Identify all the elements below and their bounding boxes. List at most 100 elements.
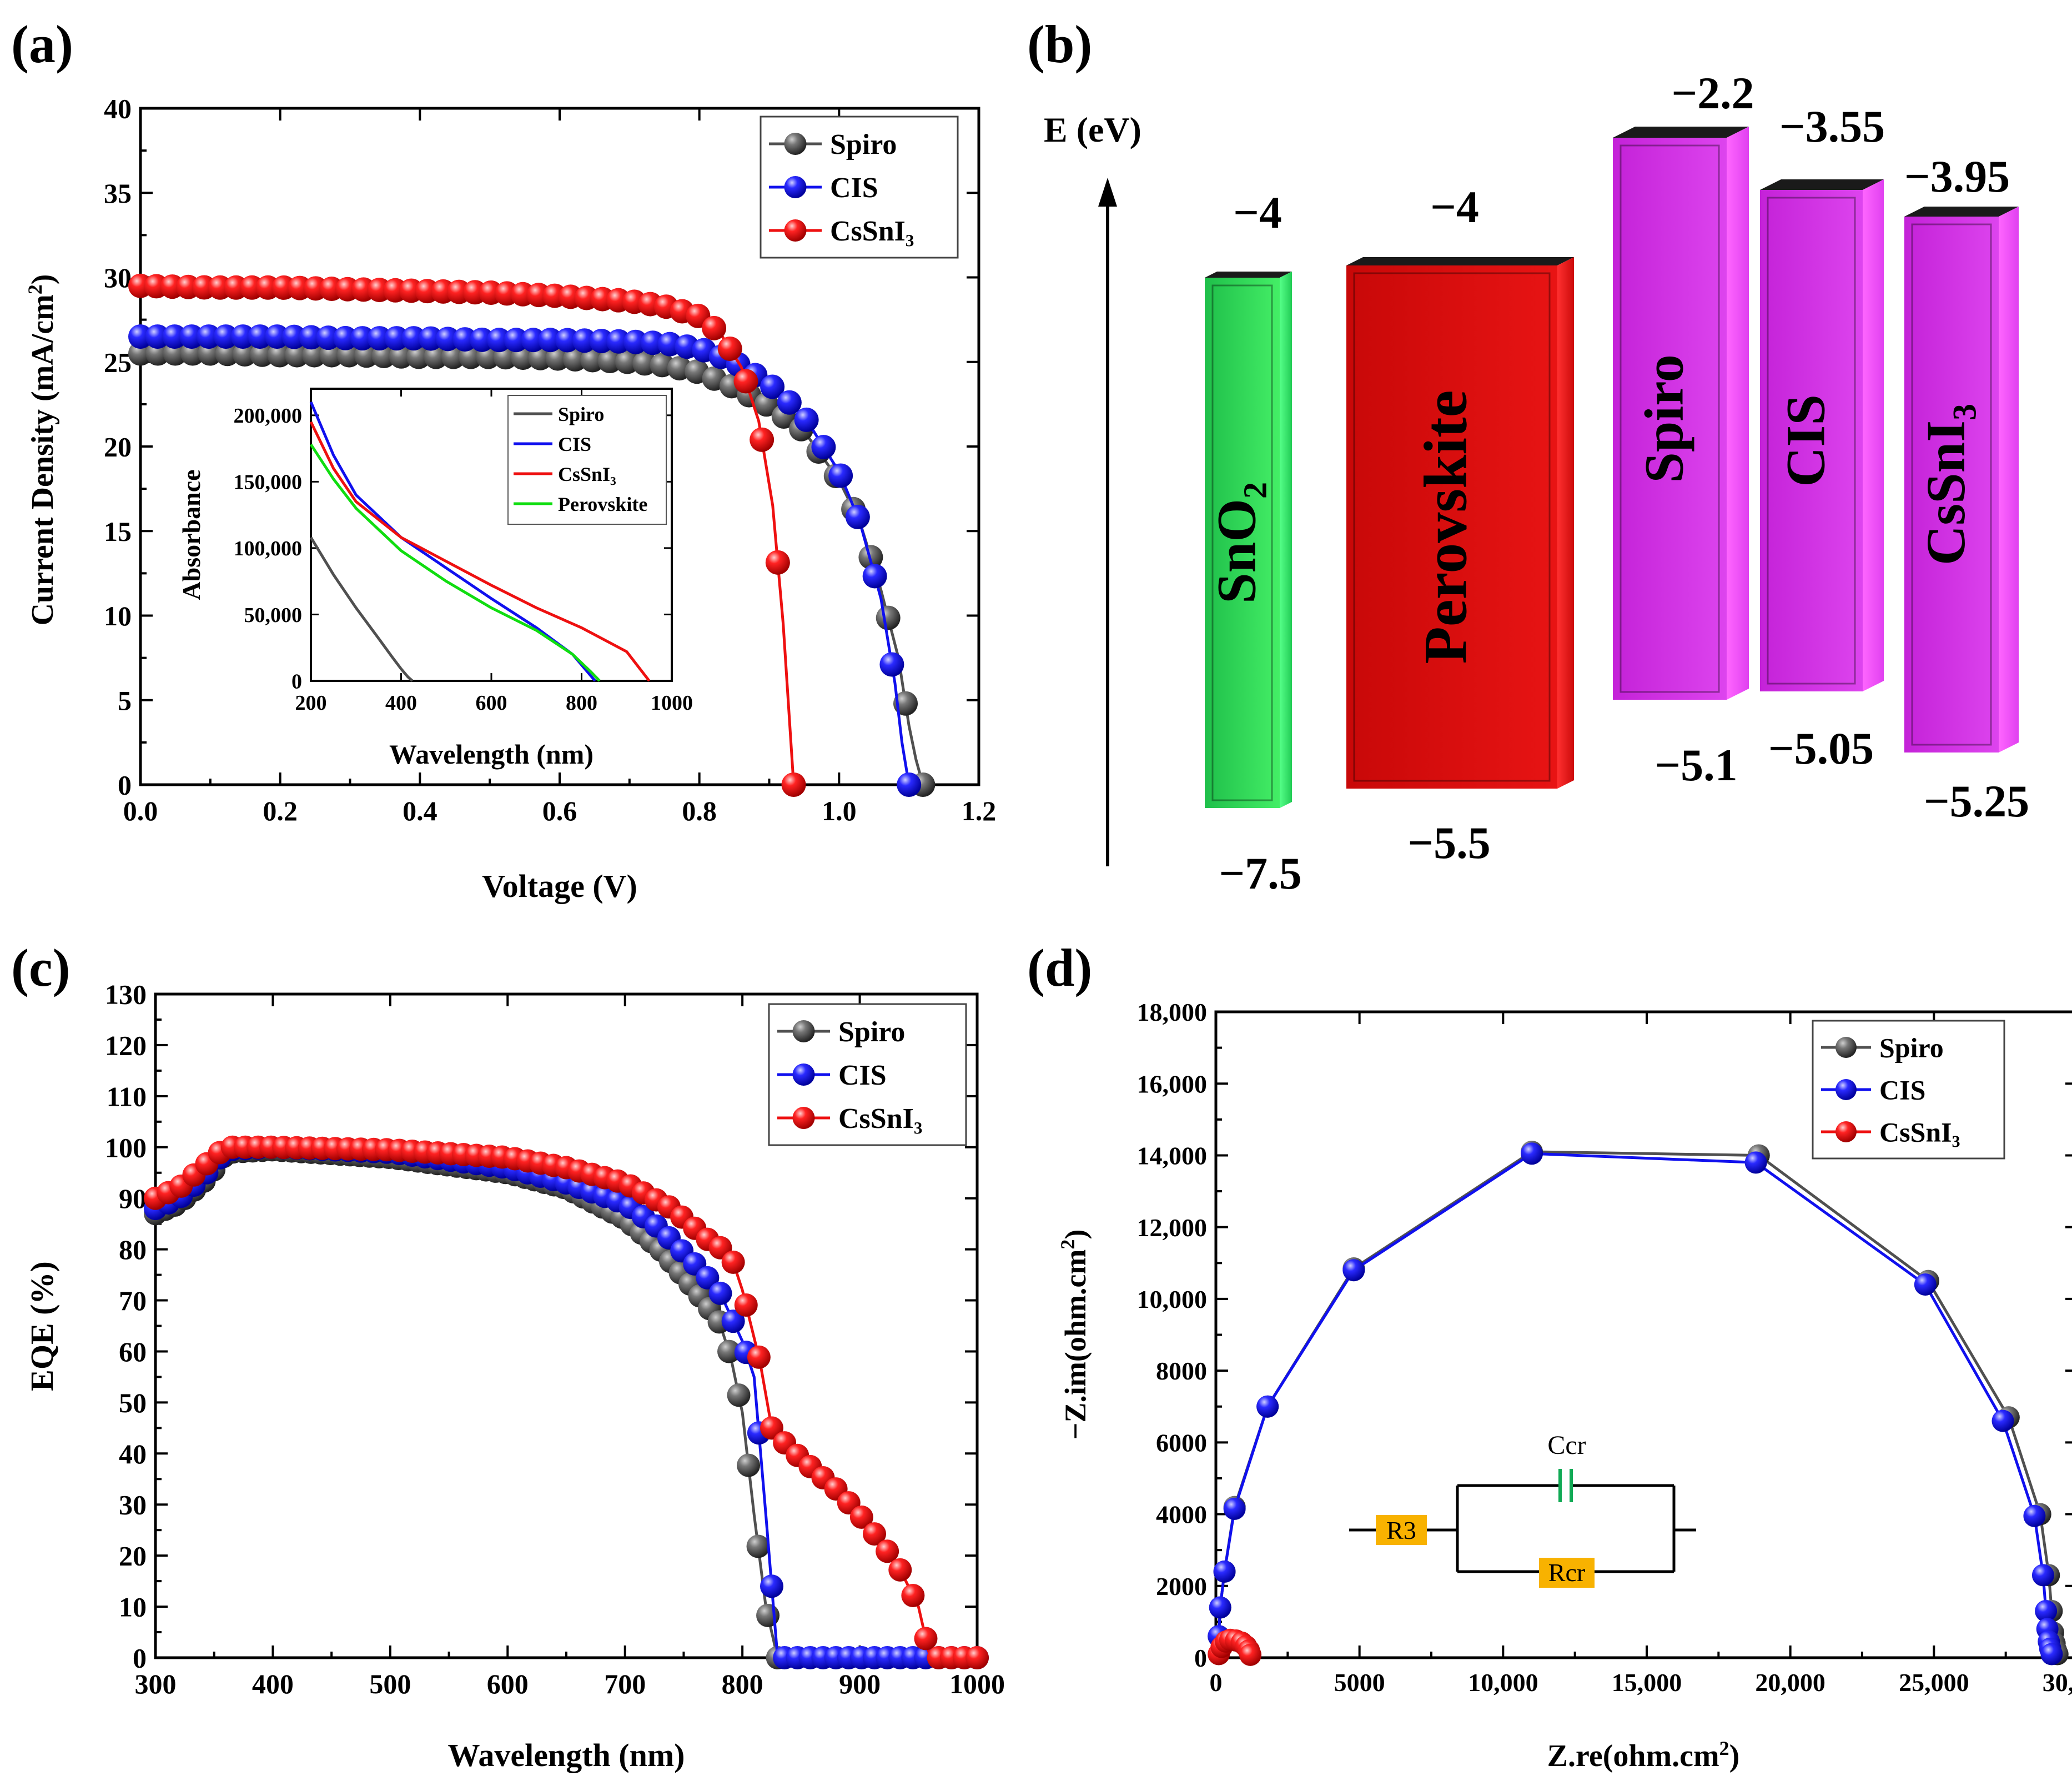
panel-label-c: (c) [11,938,71,997]
data-point-cis [281,324,306,349]
y-tick-label: 120 [105,1030,147,1061]
legend-label: Spiro [830,129,897,160]
data-point-spiro [717,1340,741,1363]
band-top-energy: −2.2 [1671,68,1754,118]
x-tick-label: 800 [722,1668,763,1699]
data-point-cis [486,328,511,353]
y-axis-label-d: −Z.im(ohm.cm2) [1057,1230,1092,1440]
panel-a-jv-chart: (a) 0.0 0.2 0.4 0.6 0.8 1.0 1.2 0 5 10 15 20 25 30 35 4… [11,14,996,904]
legend-c: Spiro CIS CsSnI₃ [768,1003,967,1146]
data-point-cis [418,326,443,351]
data-point-cssni3 [1239,1643,1262,1666]
equivalent-circuit: R3 Ccr Rcr [1349,1431,1696,1588]
y-tick-label: 10 [104,600,132,631]
band-box-side [1863,179,1884,691]
y-tick-label: 25 [104,347,132,378]
series-inset [309,401,651,682]
data-point-cssni3 [888,1558,912,1582]
rcr-label: Rcr [1548,1558,1585,1587]
data-point-cis [197,324,222,349]
x-tick-label: 1000 [651,691,693,715]
x-tick-label: 0.4 [403,795,437,826]
axis-ticks-inset: 200 400 600 800 1000 0 50,000 100,000 150,000 200… [234,389,693,715]
data-point-spiro [597,349,622,374]
x-tick-label: 400 [385,691,417,715]
y-tick-label: 60 [119,1336,147,1367]
legend-marker [784,133,807,155]
x-tick-label: 300 [135,1668,177,1699]
band-box-top [1205,272,1292,278]
y-tick-label: 100,000 [234,537,303,560]
data-point-cis [1744,1151,1767,1174]
data-point-cis [470,327,495,352]
data-point-cis [367,326,392,351]
data-point-cssni3 [876,1539,899,1563]
y-tick-label: 8000 [1156,1357,1207,1385]
axis-ticks-c: 300 400 500 600 700 800 900 1000 0 10 20 30 40 50 60 70… [105,979,1005,1700]
data-point-cis [1521,1142,1543,1165]
series-line-cssni3 [155,1146,977,1659]
x-tick-label: 0.0 [123,795,158,826]
y-tick-label: 20 [119,1541,147,1572]
data-point-cis [452,327,477,352]
y-tick-label: 30 [119,1489,147,1521]
data-point-spiro [128,341,153,366]
x-axis-label-a: Voltage (V) [482,868,637,904]
data-point-spiro [545,346,570,371]
inset-line-spiro [309,536,414,682]
data-point-cssni3 [901,1583,925,1607]
legend-inset: Spiro CIS CsSnI₃ Perovskite [507,395,667,525]
data-point-cis [1209,1596,1231,1619]
x-tick-label: 0 [1210,1668,1223,1697]
band-top-energy: −3.95 [1904,151,2010,202]
data-point-cssni3 [747,1345,771,1369]
data-point-cssni3 [717,336,742,361]
data-point-cis [213,324,238,349]
ccr-label: Ccr [1547,1431,1586,1460]
x-tick-label: 600 [476,691,507,715]
data-point-cis [350,326,375,351]
y-tick-label: 5 [118,685,132,716]
y-tick-label: 90 [119,1183,147,1214]
y-tick-label: 6000 [1156,1428,1207,1457]
y-tick-label: 35 [104,178,132,209]
y-tick-label: 10,000 [1137,1285,1208,1313]
data-point-cis [2035,1600,2058,1623]
data-point-cis [384,326,409,351]
band-box-bevel [1353,272,1551,782]
data-point-cssni3 [702,315,727,340]
x-tick-label: 900 [839,1668,881,1699]
band-top-energy: −4 [1233,187,1282,238]
legend-marker [784,219,807,242]
x-tick-label: 25,000 [1899,1668,1969,1697]
y-tick-label: 0 [1194,1644,1207,1672]
inset-line-cssni3 [309,421,651,682]
data-point-spiro [267,343,292,368]
data-point-spiro [424,344,449,369]
data-point-spiro [737,1453,761,1477]
data-point-cssni3 [750,427,775,452]
data-point-cis [760,1574,783,1598]
x-tick-label: 700 [604,1668,646,1699]
y-tick-label: 16,000 [1137,1070,1208,1098]
data-point-cis [538,328,563,353]
band-box-bevel [1911,223,1992,746]
x-tick-label: 400 [252,1668,294,1699]
x-tick-label: 200 [295,691,327,715]
y-tick-label: 4000 [1156,1501,1207,1529]
x-axis-label-d: Z.re(ohm.cm2) [1547,1737,1740,1773]
x-tick-label: 800 [566,691,597,715]
legend-label: CsSnI₃ [830,215,914,247]
series-line-cis [1217,1152,2053,1655]
data-point-cis [879,652,904,677]
band-box-front [1613,138,1727,700]
y-tick-label: 50 [119,1387,147,1418]
x-tick-label: 500 [369,1668,411,1699]
data-point-cis [2031,1564,2054,1587]
data-point-cis [572,328,597,353]
legend-d: Spiro CIS CsSnI₃ [1812,1020,2005,1160]
band-box-top [1346,257,1574,265]
legend-marker [1835,1121,1857,1142]
data-point-cis [1342,1259,1365,1282]
